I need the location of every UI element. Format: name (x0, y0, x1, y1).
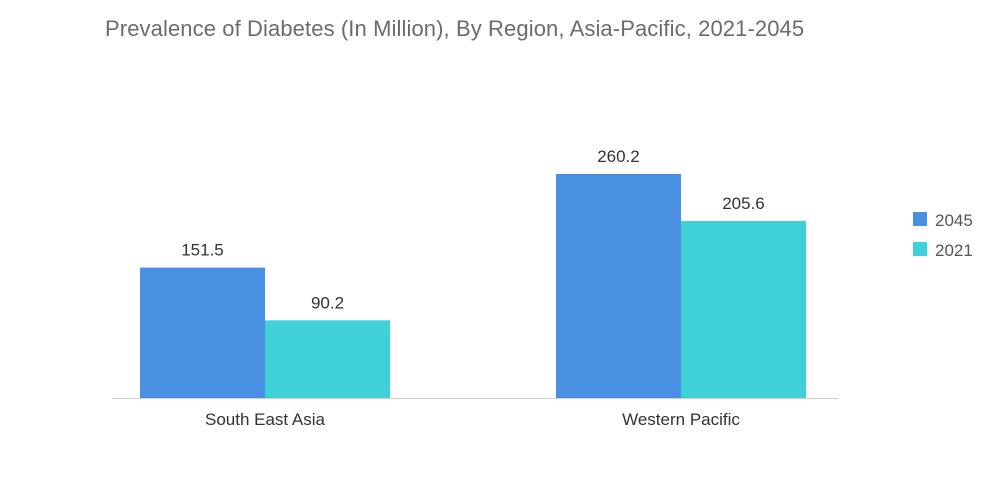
legend-label: 2045 (935, 211, 973, 230)
ticks-layer: South East Asia Western Pacific (205, 410, 740, 429)
data-label: 151.5 (181, 241, 224, 260)
labels-layer: 151.5 90.2 260.2 205.6 (181, 147, 765, 312)
x-tick-label: Western Pacific (622, 410, 740, 429)
legend-swatch (913, 242, 927, 256)
bar-western-pacific-2021 (681, 221, 806, 398)
bar-south-east-asia-2021 (265, 320, 390, 398)
bars-layer (140, 174, 806, 398)
data-label: 260.2 (597, 147, 640, 166)
legend: 2045 2021 (913, 211, 973, 260)
data-label: 205.6 (722, 194, 765, 213)
bar-south-east-asia-2045 (140, 267, 265, 398)
bar-western-pacific-2045 (556, 174, 681, 398)
chart-title: Prevalence of Diabetes (In Million), By … (105, 16, 805, 41)
data-label: 90.2 (311, 293, 344, 312)
x-tick-label: South East Asia (205, 410, 326, 429)
legend-label: 2021 (935, 241, 973, 260)
legend-swatch (913, 212, 927, 226)
